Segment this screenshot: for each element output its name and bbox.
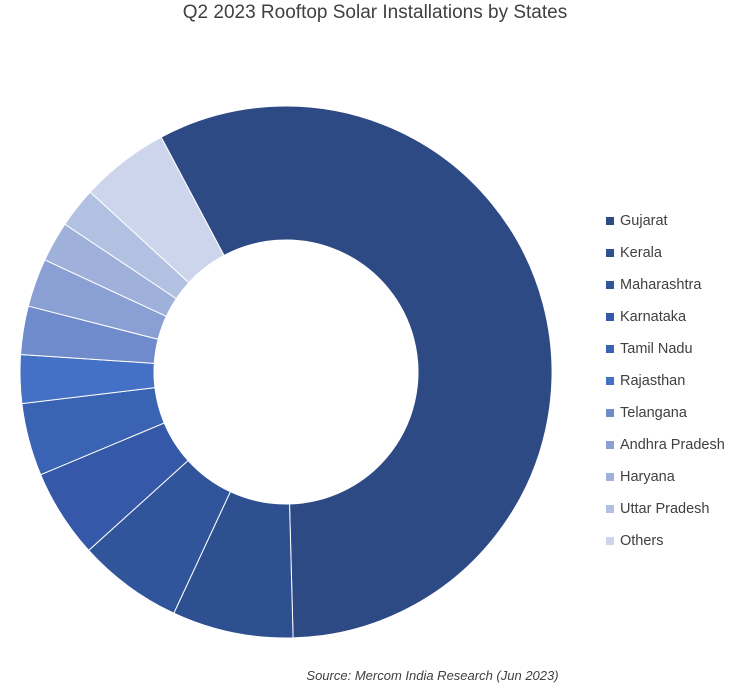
legend-swatch — [606, 473, 614, 481]
legend-swatch — [606, 217, 614, 225]
legend-item: Gujarat — [606, 205, 725, 237]
legend-label: Maharashtra — [620, 277, 702, 293]
legend-swatch — [606, 505, 614, 513]
legend-item: Tamil Nadu — [606, 333, 725, 365]
legend-label: Karnataka — [620, 309, 687, 325]
legend-label: Kerala — [620, 245, 662, 261]
legend-item: Telangana — [606, 397, 725, 429]
donut-slice-gujarat — [160, 105, 553, 639]
legend-label: Andhra Pradesh — [620, 437, 725, 453]
legend-item: Others — [606, 525, 725, 557]
legend-item: Kerala — [606, 237, 725, 269]
legend-swatch — [606, 345, 614, 353]
legend-swatch — [606, 313, 614, 321]
legend-label: Tamil Nadu — [620, 341, 693, 357]
legend-item: Andhra Pradesh — [606, 429, 725, 461]
legend-swatch — [606, 281, 614, 289]
legend-swatch — [606, 377, 614, 385]
legend-label: Gujarat — [620, 213, 668, 229]
legend-label: Others — [620, 533, 664, 549]
chart-source: Source: Mercom India Research (Jun 2023) — [306, 668, 559, 683]
legend-swatch — [606, 537, 614, 545]
legend-item: Rajasthan — [606, 365, 725, 397]
legend-label: Rajasthan — [620, 373, 686, 389]
legend-swatch — [606, 409, 614, 417]
legend-swatch — [606, 249, 614, 257]
legend-label: Haryana — [620, 469, 675, 485]
legend-item: Haryana — [606, 461, 725, 493]
legend-label: Uttar Pradesh — [620, 501, 710, 517]
donut-slice-others — [89, 136, 225, 284]
legend-item: Karnataka — [606, 301, 725, 333]
chart-legend: Gujarat Kerala Maharashtra Karnataka Tamil N… — [606, 205, 725, 557]
legend-label: Telangana — [620, 405, 687, 421]
legend-item: Uttar Pradesh — [606, 493, 725, 525]
legend-item: Maharashtra — [606, 269, 725, 301]
legend-swatch — [606, 441, 614, 449]
chart-title: Q2 2023 Rooftop Solar Installations by S… — [182, 2, 568, 23]
